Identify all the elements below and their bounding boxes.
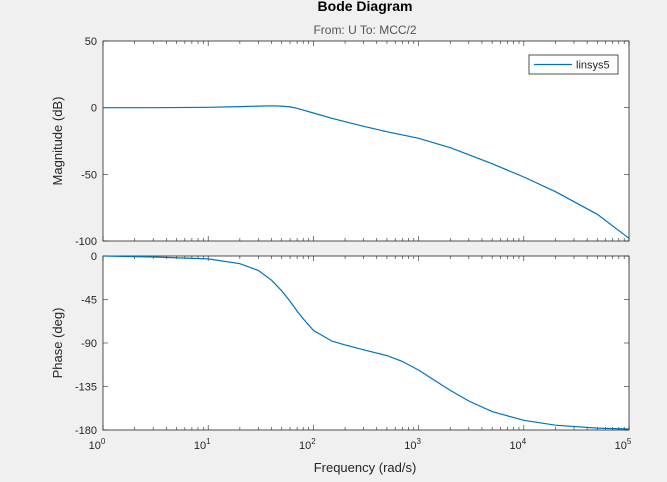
y-tick-label: -50 (81, 169, 97, 181)
x-axis-label: Frequency (rad/s) (314, 460, 417, 475)
magnitude-y-axis-label: Magnitude (dB) (50, 97, 65, 186)
x-tick-label: 103 (404, 437, 421, 452)
y-tick-label: 0 (91, 251, 97, 263)
y-tick-label: 0 (91, 103, 97, 115)
y-tick-label: -135 (75, 382, 97, 394)
legend-entry-linsys5: linsys5 (576, 60, 610, 72)
legend: linsys5 (528, 54, 619, 75)
x-tick-label: 100 (89, 437, 106, 452)
chart-subtitle: From: U To: MCC/2 (313, 23, 416, 37)
phase-axes (102, 255, 630, 431)
phase-y-axis-label: Phase (deg) (50, 308, 65, 379)
phase-curve (102, 255, 630, 430)
legend-box (528, 54, 619, 75)
x-tick-label: 101 (194, 437, 211, 452)
phase-ticks (102, 255, 630, 431)
x-tick-labels: 100 101 102 103 104 105 (89, 437, 632, 452)
magnitude-y-tick-labels: 50 0 -50 -100 (75, 36, 97, 248)
y-tick-label: 50 (85, 36, 97, 48)
magnitude-ticks (102, 40, 630, 242)
phase-panel: 0 -45 -90 -135 -180 Phase (deg) (50, 251, 630, 437)
chart-title: Bode Diagram (318, 0, 413, 14)
x-tick-label: 102 (299, 437, 316, 452)
phase-y-tick-labels: 0 -45 -90 -135 -180 (75, 251, 97, 437)
magnitude-curve (103, 105, 630, 239)
y-tick-label: -180 (75, 425, 97, 437)
y-tick-label: -90 (81, 338, 97, 350)
x-tick-label: 105 (615, 437, 632, 452)
y-tick-label: -45 (81, 295, 97, 307)
y-tick-label: -100 (75, 236, 97, 248)
x-tick-label: 104 (509, 437, 526, 452)
